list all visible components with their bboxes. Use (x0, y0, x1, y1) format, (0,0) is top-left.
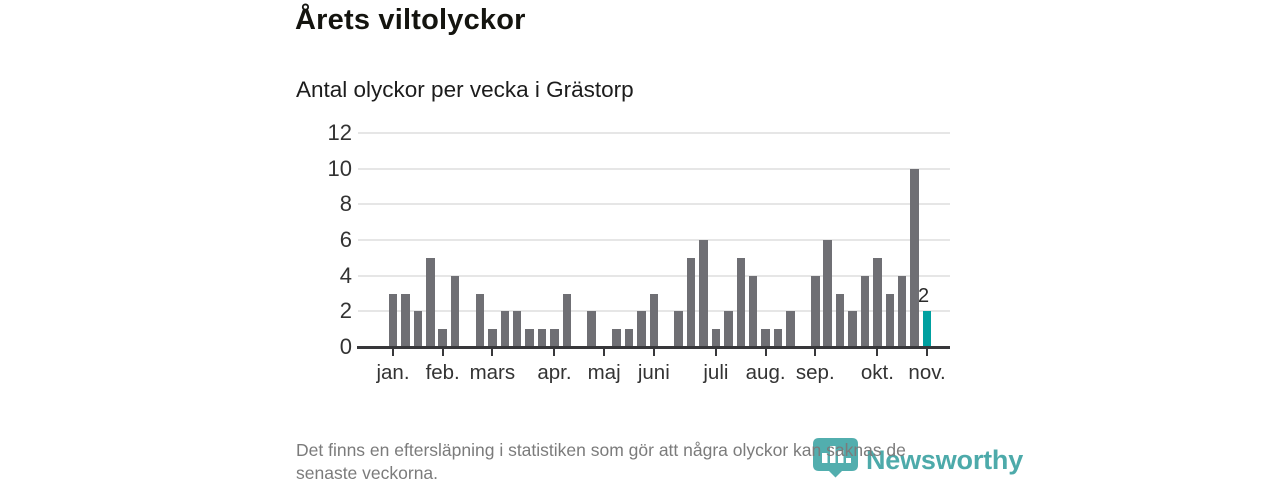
x-axis-tick (764, 349, 767, 356)
gridline (358, 132, 950, 134)
x-axis-tick (603, 349, 606, 356)
bar-week-15 (562, 293, 572, 347)
y-axis-label: 6 (339, 227, 352, 252)
bar-week-8 (475, 293, 485, 347)
bar-week-35 (811, 275, 820, 347)
bar-week-4 (426, 257, 435, 347)
x-axis-label-maj: maj (587, 361, 621, 384)
newsworthy-logo-icon (812, 437, 859, 483)
bar-week-37 (835, 293, 845, 347)
x-axis-label-okt: okt. (860, 361, 894, 384)
footer-note-line2: senaste veckorna. (296, 463, 439, 484)
y-axis-label: 8 (339, 191, 352, 217)
bar-week-22 (649, 293, 659, 347)
bar-week-2 (401, 293, 410, 347)
bar-week-5 (438, 329, 447, 347)
bar-week-21 (637, 311, 646, 347)
x-axis-label-mars: mars (469, 361, 516, 384)
x-axis-tick (491, 349, 494, 356)
x-axis-tick (926, 349, 929, 356)
gridline (358, 203, 950, 206)
bar-week-12 (525, 329, 534, 347)
bar-week-43 (910, 168, 919, 347)
bar-week-13 (537, 329, 547, 347)
x-axis-label-jan: jan. (376, 361, 410, 384)
x-axis-tick (441, 349, 444, 356)
x-axis-tick (652, 349, 655, 356)
y-axis-label: 2 (339, 298, 352, 324)
gridline (358, 167, 950, 170)
bar-week-24 (674, 311, 683, 347)
bar-week-27 (711, 329, 721, 347)
bar-week-36 (823, 240, 832, 347)
y-axis-label: 10 (327, 155, 352, 181)
bar-week-33 (786, 311, 795, 347)
y-axis-label: 12 (327, 120, 352, 145)
page-title: Årets viltolyckor (295, 4, 526, 36)
bar-week-6 (450, 275, 460, 347)
x-axis-tick (876, 349, 879, 356)
bar-week-31 (761, 329, 770, 347)
x-axis-tick (553, 349, 556, 356)
bar-week-20 (624, 329, 634, 347)
bar-week-39 (860, 275, 870, 347)
x-axis-tick (814, 349, 817, 356)
gridline (358, 239, 950, 241)
x-axis-label-aug: aug. (745, 361, 786, 384)
x-axis-label-sep: sep. (795, 361, 835, 384)
bar-week-41 (885, 293, 895, 347)
bar-week-3 (413, 311, 423, 347)
bar-week-30 (748, 275, 758, 347)
y-axis-label: 4 (339, 262, 352, 288)
gridline (358, 274, 950, 277)
footer-note-line1: Det finns en eftersläpning i statistiken… (296, 440, 906, 460)
bar-week-44 (922, 311, 932, 347)
y-axis-label: 0 (339, 334, 352, 359)
x-axis-label-juli: juli (703, 361, 729, 384)
bar-week-29 (736, 257, 745, 347)
x-axis-tick (714, 349, 717, 356)
x-axis-label-juni: juni (637, 361, 670, 384)
newsworthy-logo: Newsworthy (812, 437, 1023, 483)
newsworthy-wordmark: Newsworthy (866, 444, 1024, 475)
bar-week-9 (488, 329, 497, 347)
chart-subtitle: Antal olyckor per vecka i Grästorp (296, 77, 634, 102)
bar-week-17 (587, 311, 596, 347)
footer-note: Det finns en eftersläpning i statistiken… (296, 439, 996, 486)
bar-week-28 (724, 311, 733, 347)
bar-week-32 (773, 329, 783, 347)
x-axis-tick (392, 349, 394, 356)
last-bar-value-label: 2 (918, 285, 930, 308)
bar-week-10 (500, 311, 510, 347)
bar-week-1 (388, 293, 398, 347)
bar-week-19 (612, 329, 621, 347)
x-axis-label-nov: nov. (908, 361, 946, 384)
x-axis-label-apr: apr. (537, 361, 572, 384)
x-axis-label-feb: feb. (425, 361, 460, 384)
bar-week-25 (686, 257, 696, 347)
bar-week-38 (848, 311, 857, 347)
bar-week-11 (512, 311, 522, 347)
x-axis-line (357, 346, 950, 349)
bar-week-14 (550, 329, 559, 347)
bar-week-40 (873, 257, 882, 347)
bar-week-42 (897, 275, 907, 347)
bar-week-26 (699, 240, 708, 347)
